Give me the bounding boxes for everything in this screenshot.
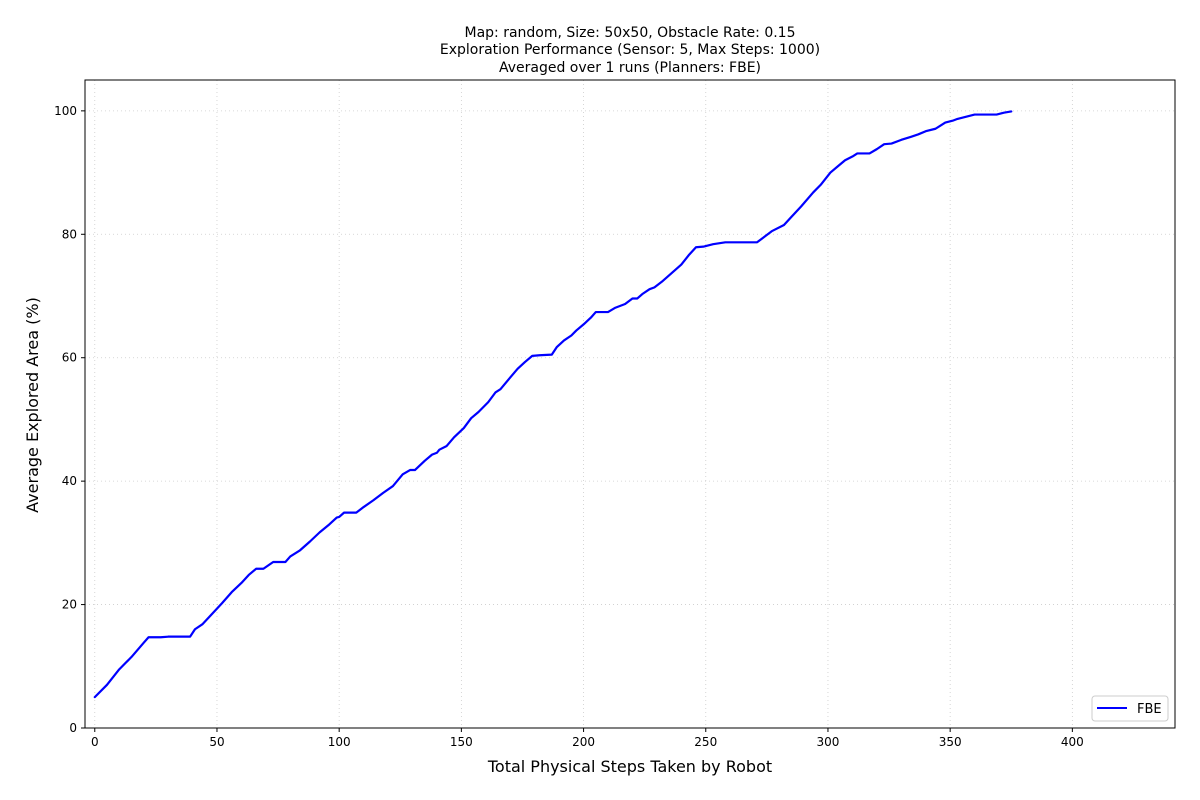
y-tick-label-80: 80: [62, 227, 77, 241]
x-tick-label-100: 100: [328, 735, 351, 749]
legend-box: [1091, 695, 1169, 722]
chart-title: Map: random, Size: 50x50, Obstacle Rate:…: [440, 25, 820, 76]
x-tick-label-0: 0: [91, 735, 99, 749]
y-tick-label-0: 0: [69, 721, 77, 735]
x-axis-label: Total Physical Steps Taken by Robot: [487, 757, 772, 776]
y-tick-label-60: 60: [62, 351, 77, 365]
legend-label-fbe: FBE: [1137, 702, 1162, 717]
x-tick-label-400: 400: [1061, 735, 1084, 749]
x-axis-ticks: 0 50 100 150 200 250 300 350 400: [91, 728, 1084, 749]
series-group: [93, 110, 1013, 699]
x-tick-label-150: 150: [450, 735, 473, 749]
title-line-3: Averaged over 1 runs (Planners: FBE): [499, 60, 761, 76]
grid-lines: [85, 80, 1175, 729]
y-tick-label-20: 20: [62, 598, 77, 612]
plot-area-frame: [84, 79, 1176, 729]
series-line-fbe: [93, 110, 1013, 699]
x-tick-label-250: 250: [694, 735, 717, 749]
y-tick-label-100: 100: [54, 104, 77, 118]
x-tick-label-300: 300: [817, 735, 840, 749]
title-line-1: Map: random, Size: 50x50, Obstacle Rate:…: [465, 25, 796, 41]
title-line-2: Exploration Performance (Sensor: 5, Max …: [440, 42, 820, 58]
y-axis-label: Average Explored Area (%): [23, 297, 42, 513]
y-tick-label-40: 40: [62, 474, 77, 488]
legend: FBE: [1091, 695, 1169, 722]
x-tick-label-350: 350: [939, 735, 962, 749]
x-tick-label-50: 50: [209, 735, 224, 749]
y-axis-ticks: 0 20 40 60 80 100: [54, 104, 85, 735]
x-tick-label-200: 200: [572, 735, 595, 749]
